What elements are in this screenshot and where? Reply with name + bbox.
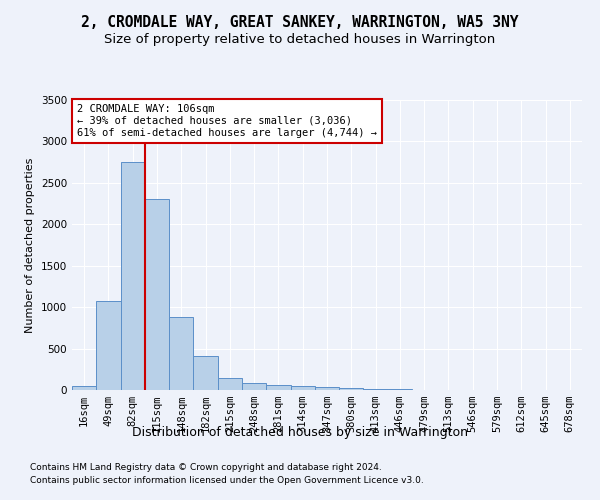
Text: Contains HM Land Registry data © Crown copyright and database right 2024.: Contains HM Land Registry data © Crown c… xyxy=(30,464,382,472)
Bar xyxy=(266,386,290,390)
Bar xyxy=(339,388,364,390)
Bar xyxy=(364,389,388,390)
Bar xyxy=(96,300,121,390)
Bar xyxy=(169,317,193,390)
Bar xyxy=(193,356,218,390)
Text: Size of property relative to detached houses in Warrington: Size of property relative to detached ho… xyxy=(104,32,496,46)
Text: 2, CROMDALE WAY, GREAT SANKEY, WARRINGTON, WA5 3NY: 2, CROMDALE WAY, GREAT SANKEY, WARRINGTO… xyxy=(81,15,519,30)
Bar xyxy=(145,200,169,390)
Text: 2 CROMDALE WAY: 106sqm
← 39% of detached houses are smaller (3,036)
61% of semi-: 2 CROMDALE WAY: 106sqm ← 39% of detached… xyxy=(77,104,377,138)
Bar xyxy=(72,386,96,390)
Bar xyxy=(121,162,145,390)
Text: Contains public sector information licensed under the Open Government Licence v3: Contains public sector information licen… xyxy=(30,476,424,485)
Bar xyxy=(315,387,339,390)
Text: Distribution of detached houses by size in Warrington: Distribution of detached houses by size … xyxy=(132,426,468,439)
Bar xyxy=(218,378,242,390)
Bar xyxy=(290,386,315,390)
Y-axis label: Number of detached properties: Number of detached properties xyxy=(25,158,35,332)
Bar xyxy=(242,382,266,390)
